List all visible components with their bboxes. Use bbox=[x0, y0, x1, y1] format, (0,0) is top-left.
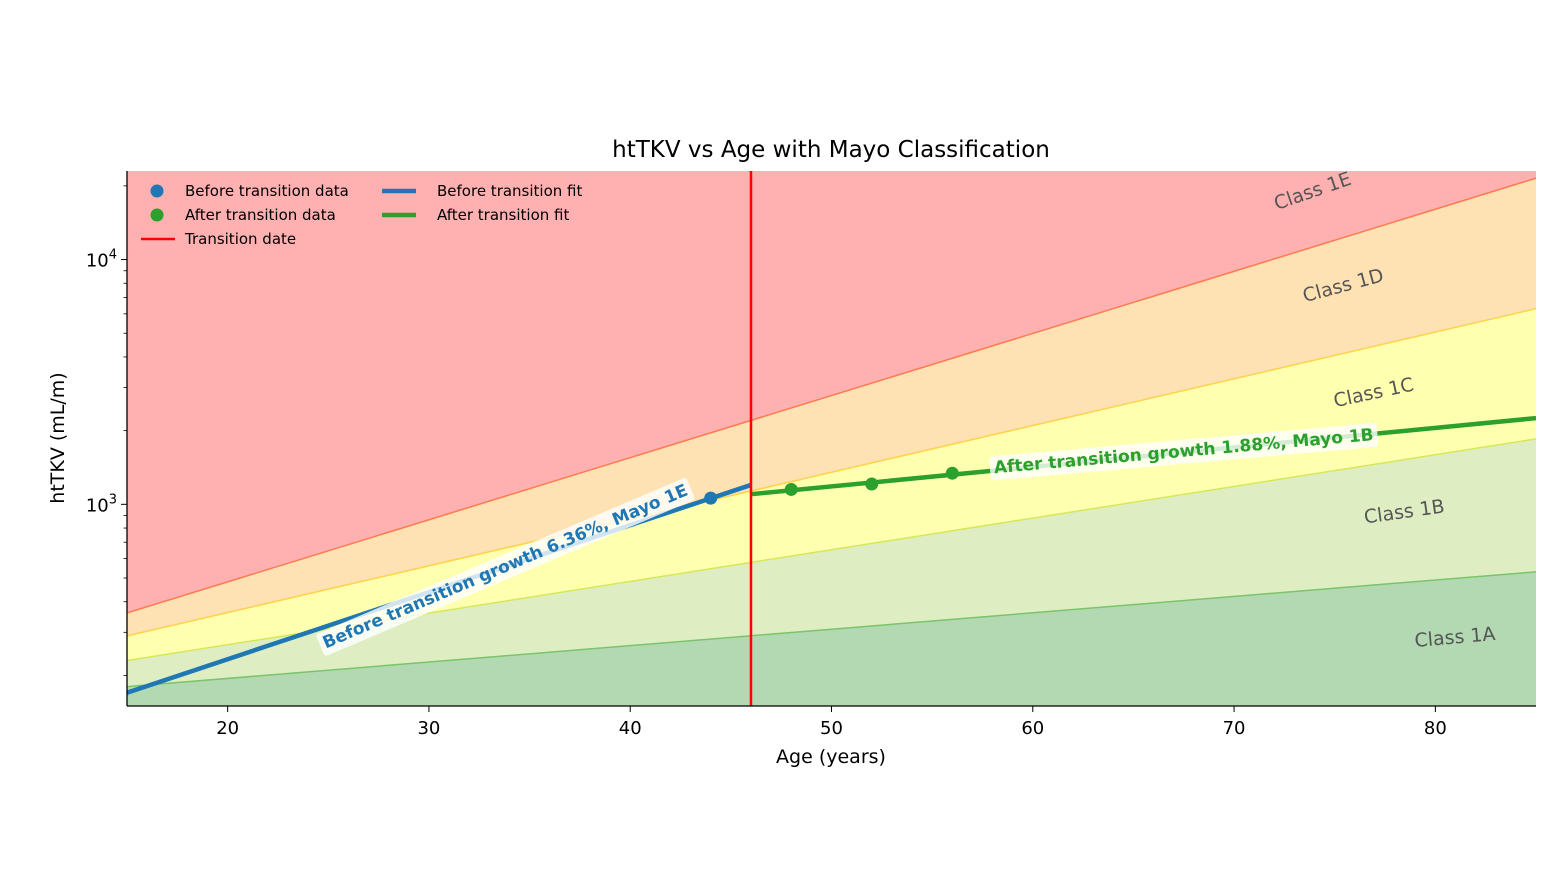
legend-label: Transition date bbox=[184, 230, 296, 248]
legend: Before transition data Before transition … bbox=[141, 182, 582, 248]
band-class-1e bbox=[127, 171, 1536, 613]
legend-before-transition-fit: Before transition fit bbox=[382, 182, 582, 200]
legend-marker bbox=[150, 208, 164, 222]
legend-after-transition-data: After transition data bbox=[150, 206, 336, 224]
boundary-class-1c bbox=[127, 307, 1536, 637]
y-tick-label-10000: 104 bbox=[86, 248, 117, 272]
legend-label: Before transition fit bbox=[437, 182, 582, 200]
x-tick-label-50: 50 bbox=[820, 718, 843, 739]
after-transition-data-point-2 bbox=[865, 477, 879, 491]
x-tick-label-80: 80 bbox=[1424, 718, 1447, 739]
chart-title: htTKV vs Age with Mayo Classification bbox=[612, 137, 1050, 163]
legend-label: After transition fit bbox=[437, 206, 569, 224]
x-tick-label-70: 70 bbox=[1223, 718, 1246, 739]
band-class-1d bbox=[127, 178, 1536, 636]
after-transition-data-point-3 bbox=[945, 466, 959, 480]
axes: 20 30 40 50 60 70 80 103 104 bbox=[86, 171, 1536, 739]
legend-after-transition-fit: After transition fit bbox=[382, 206, 569, 224]
legend-label: After transition data bbox=[185, 206, 336, 224]
annotation-box bbox=[989, 423, 1379, 481]
y-axis-label: htTKV (mL/m) bbox=[47, 372, 69, 503]
x-tick-label-60: 60 bbox=[1021, 718, 1044, 739]
x-tick-label-20: 20 bbox=[216, 718, 239, 739]
x-tick-label-30: 30 bbox=[417, 718, 440, 739]
legend-transition-date: Transition date bbox=[141, 230, 296, 248]
data-points bbox=[704, 466, 959, 505]
y-tick-label-1000: 103 bbox=[86, 492, 117, 516]
x-axis-label: Age (years) bbox=[776, 746, 886, 768]
boundary-class-1a bbox=[127, 571, 1536, 688]
band-class-1a bbox=[127, 571, 1536, 706]
x-tick-label-40: 40 bbox=[619, 718, 642, 739]
band-class-1b bbox=[127, 438, 1536, 687]
boundary-class-1d bbox=[127, 177, 1536, 614]
before-transition-data-point-1 bbox=[704, 491, 718, 505]
after-transition-data-point-1 bbox=[784, 482, 798, 496]
legend-label: Before transition data bbox=[185, 182, 349, 200]
legend-before-transition-data: Before transition data bbox=[150, 182, 349, 200]
annotation-box bbox=[316, 478, 695, 656]
legend-marker bbox=[150, 184, 164, 198]
